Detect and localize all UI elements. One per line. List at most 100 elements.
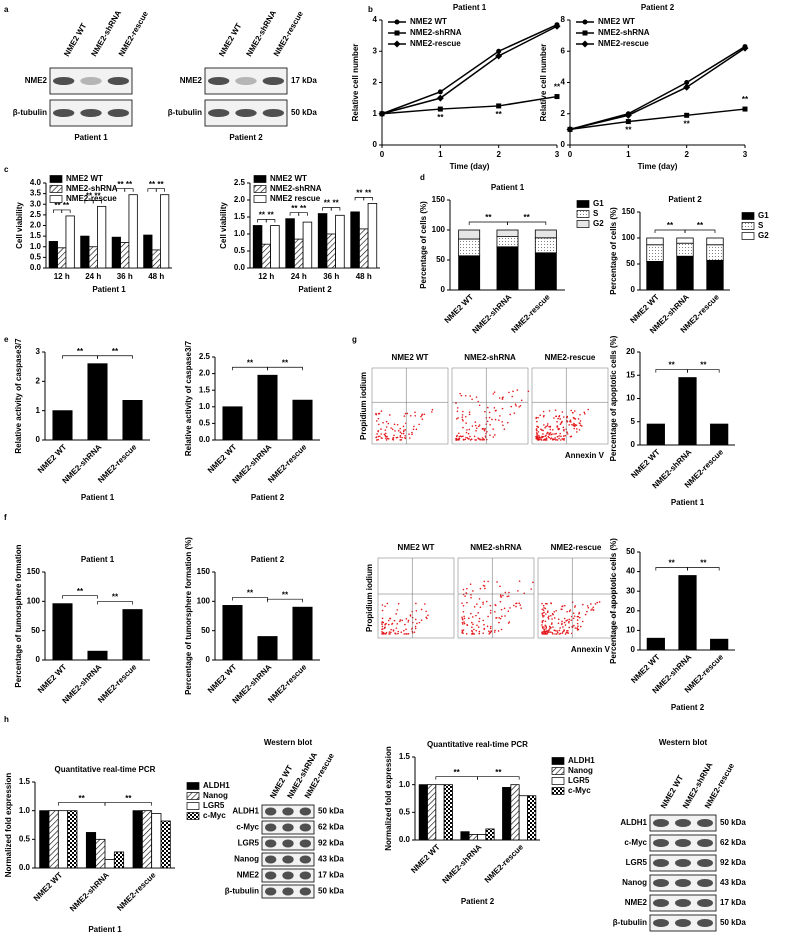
flow-event xyxy=(549,426,552,428)
flow-event xyxy=(542,410,545,413)
chart-title: Quantitative real-time PCR xyxy=(55,765,156,774)
y-tick-label: 2.5 xyxy=(30,210,42,219)
flow-event xyxy=(389,617,392,620)
flow-event xyxy=(572,617,575,620)
flow-event xyxy=(540,438,542,440)
blot-band xyxy=(697,919,713,927)
flow-event xyxy=(462,604,465,607)
flow-frame xyxy=(371,367,449,445)
flow-event xyxy=(381,623,383,626)
flow-event xyxy=(385,622,387,625)
flow-event xyxy=(563,429,565,432)
flow-event xyxy=(573,417,576,420)
flow-frame xyxy=(537,557,615,639)
flow-event xyxy=(507,610,510,613)
flow-event xyxy=(380,433,383,435)
flow-event xyxy=(552,626,554,628)
flow-event xyxy=(509,607,511,609)
flow-event xyxy=(475,439,478,441)
annotation: ** xyxy=(77,587,84,596)
flow-event xyxy=(493,631,496,633)
significance-bracket xyxy=(468,221,508,225)
flow-y-label: Propidium iodium xyxy=(359,372,368,440)
blot-row-label: LGR5 xyxy=(238,839,260,848)
flow-event xyxy=(458,432,460,435)
blot-row-label: Nanog xyxy=(622,878,647,887)
significance-bracket xyxy=(267,366,303,371)
x-tick-label: 2 xyxy=(496,150,501,159)
flow-event xyxy=(488,416,491,419)
y-tick-label: 150 xyxy=(27,567,41,576)
annotation: ** xyxy=(700,361,707,370)
blot-band xyxy=(107,109,129,117)
flow-event xyxy=(553,629,556,632)
bar xyxy=(468,834,478,841)
flow-event xyxy=(489,627,492,630)
legend-label: S xyxy=(758,221,764,230)
flow-event xyxy=(573,427,576,430)
flow-event xyxy=(566,610,568,613)
legend-swatch xyxy=(253,195,267,203)
flow-event xyxy=(547,631,549,634)
annotation: ** xyxy=(77,347,84,356)
flow-event xyxy=(556,631,559,634)
flow-event xyxy=(478,598,481,600)
flow-event xyxy=(383,433,386,436)
flow-event xyxy=(542,631,545,633)
y-tick-label: 0.5 xyxy=(19,834,31,843)
flow-event xyxy=(463,617,466,620)
flow-event xyxy=(405,633,407,635)
flow-event xyxy=(555,630,557,632)
x-tick-label: NME2 WT xyxy=(206,662,239,695)
bar xyxy=(57,247,67,269)
blot-band xyxy=(265,887,277,896)
blot-band xyxy=(282,823,294,832)
flow-event xyxy=(391,428,394,431)
significance-bracket xyxy=(116,188,126,192)
flow-event xyxy=(489,612,492,614)
panel-label: h xyxy=(4,715,9,724)
flow-event xyxy=(409,414,412,417)
flow-event xyxy=(486,420,489,423)
chart-title: Patient 1 xyxy=(453,3,487,12)
flow-event xyxy=(546,424,549,427)
flow-event xyxy=(556,630,559,632)
flow-event xyxy=(545,633,548,635)
flow-event xyxy=(538,436,541,438)
flow-event xyxy=(396,609,399,611)
x-tick-label: NME2-shRNA xyxy=(471,292,514,335)
bar xyxy=(443,784,453,841)
flow-event xyxy=(474,421,477,423)
annotation: ** xyxy=(247,358,254,367)
flow-event xyxy=(483,585,486,587)
legend-label: c-Myc xyxy=(568,786,591,795)
flow-event xyxy=(384,434,387,437)
blot-band xyxy=(53,77,75,85)
blot-band xyxy=(282,855,294,864)
legend-label: NME2-shRNA xyxy=(270,184,322,193)
blot-band xyxy=(653,879,669,887)
panel-label: b xyxy=(368,5,373,14)
legend-label: NME2-shRNA xyxy=(598,28,650,37)
flow-event xyxy=(553,417,555,419)
flow-event xyxy=(478,630,481,633)
y-tick-label: 50 xyxy=(31,626,40,635)
flow-event xyxy=(546,611,549,614)
blot-band xyxy=(299,807,312,816)
flow-event xyxy=(573,410,576,412)
blot-band xyxy=(299,823,312,832)
legend-label: c-Myc xyxy=(203,811,226,820)
chart-title: Patient 1 xyxy=(491,183,525,192)
flow-event xyxy=(554,409,557,412)
flow-event xyxy=(547,435,550,438)
flow-event xyxy=(555,438,557,441)
bar xyxy=(427,784,437,841)
flow-event xyxy=(566,415,569,418)
significance-bracket xyxy=(265,219,276,223)
flow-event xyxy=(486,430,488,433)
flow-event xyxy=(469,439,472,441)
flow-event xyxy=(515,602,518,605)
flow-event xyxy=(394,632,396,635)
legend-swatch xyxy=(253,175,267,183)
bar xyxy=(496,236,519,248)
